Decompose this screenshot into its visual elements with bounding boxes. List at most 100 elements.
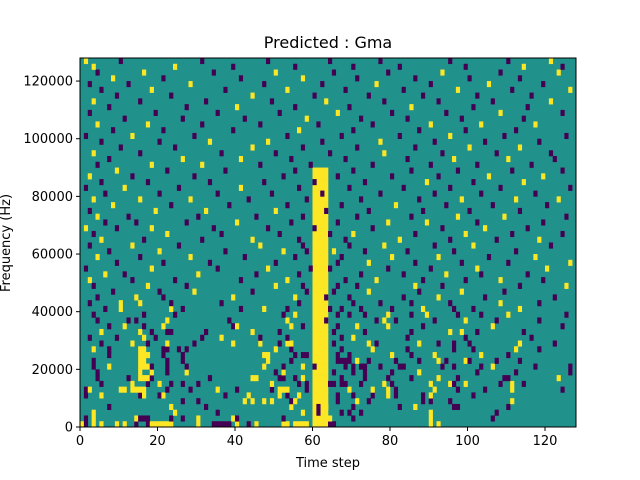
heatmap-cell bbox=[130, 132, 135, 140]
heatmap-cell bbox=[436, 254, 441, 261]
heatmap-cell bbox=[541, 277, 546, 284]
heatmap-cell bbox=[231, 63, 236, 70]
heatmap-cell bbox=[312, 173, 317, 180]
heatmap-cell bbox=[316, 421, 321, 428]
heatmap-cell bbox=[463, 277, 468, 284]
heatmap-cell bbox=[142, 69, 147, 76]
heatmap-cell bbox=[409, 352, 414, 359]
heatmap-cell bbox=[312, 409, 317, 416]
heatmap-cell bbox=[196, 213, 201, 220]
heatmap-cell bbox=[324, 213, 329, 220]
heatmap-cell bbox=[99, 380, 104, 387]
heatmap-cell bbox=[215, 386, 220, 393]
heatmap-cell bbox=[537, 346, 542, 353]
heatmap-cell bbox=[510, 398, 515, 405]
heatmap-cell bbox=[486, 81, 492, 88]
heatmap-cell bbox=[316, 271, 321, 278]
heatmap-cell bbox=[324, 248, 329, 255]
heatmap-cell bbox=[149, 375, 154, 382]
heatmap-cell bbox=[235, 323, 240, 330]
heatmap-cell bbox=[215, 421, 220, 428]
heatmap-cell bbox=[91, 409, 96, 416]
y-tick-label: 100000 bbox=[23, 132, 73, 147]
heatmap-cell bbox=[114, 259, 120, 266]
heatmap-cell bbox=[312, 352, 317, 359]
heatmap-cell bbox=[300, 409, 306, 416]
heatmap-cell bbox=[107, 156, 112, 163]
heatmap-cell bbox=[219, 300, 224, 307]
heatmap-cell bbox=[297, 380, 302, 387]
heatmap-cell bbox=[374, 340, 379, 347]
heatmap-cell bbox=[258, 161, 263, 168]
heatmap-cell bbox=[382, 380, 387, 387]
heatmap-cell bbox=[448, 236, 453, 243]
heatmap-cell bbox=[351, 300, 356, 307]
heatmap-cell bbox=[149, 363, 154, 370]
heatmap-cell bbox=[459, 259, 464, 266]
heatmap-cell bbox=[312, 213, 317, 220]
heatmap-cell bbox=[324, 259, 329, 266]
heatmap-cell bbox=[281, 421, 286, 428]
heatmap-cell bbox=[510, 86, 515, 93]
heatmap-cell bbox=[413, 75, 418, 82]
heatmap-cell bbox=[475, 328, 480, 336]
heatmap-cell bbox=[149, 328, 154, 336]
heatmap-cell bbox=[386, 392, 391, 399]
heatmap-cell bbox=[169, 328, 174, 336]
heatmap-cell bbox=[347, 311, 352, 318]
heatmap-cell bbox=[157, 138, 162, 145]
heatmap-cell bbox=[335, 282, 340, 289]
heatmap-cell bbox=[320, 380, 325, 387]
heatmap-cell bbox=[486, 173, 492, 180]
heatmap-cell bbox=[324, 282, 329, 289]
heatmap-cell bbox=[192, 132, 197, 140]
heatmap-cell bbox=[324, 369, 329, 376]
x-tick-label: 80 bbox=[382, 434, 399, 449]
heatmap-cell bbox=[118, 305, 123, 312]
heatmap-cell bbox=[107, 323, 112, 330]
plot-frame bbox=[79, 57, 577, 428]
heatmap-cell bbox=[180, 115, 185, 122]
heatmap-cell bbox=[145, 121, 151, 128]
heatmap-cell bbox=[335, 392, 340, 399]
heatmap-cell bbox=[320, 179, 325, 186]
heatmap-cell bbox=[180, 305, 185, 312]
heatmap-cell bbox=[122, 386, 127, 393]
heatmap-cell bbox=[351, 392, 356, 399]
heatmap-cell bbox=[87, 334, 92, 341]
heatmap-cell bbox=[556, 375, 561, 382]
heatmap-cell bbox=[413, 144, 418, 151]
heatmap-cell bbox=[300, 375, 306, 382]
heatmap-cell bbox=[355, 323, 360, 330]
y-tick-label: 0 bbox=[65, 421, 73, 436]
heatmap-cell bbox=[293, 104, 298, 111]
heatmap-cell bbox=[351, 230, 356, 238]
heatmap-cell bbox=[87, 386, 92, 393]
heatmap-cell bbox=[324, 409, 329, 416]
heatmap-cell bbox=[157, 392, 162, 399]
heatmap-cell bbox=[401, 271, 406, 278]
x-tick-label: 40 bbox=[227, 434, 244, 449]
heatmap-cell bbox=[122, 271, 127, 278]
heatmap-cell bbox=[452, 340, 457, 347]
heatmap-cell bbox=[289, 219, 294, 226]
heatmap-cell bbox=[568, 259, 573, 266]
heatmap-cell bbox=[467, 357, 472, 364]
heatmap-cell bbox=[269, 386, 275, 393]
heatmap-cell bbox=[297, 236, 302, 243]
heatmap-cell bbox=[510, 167, 515, 174]
heatmap-cell bbox=[316, 254, 321, 261]
heatmap-cell bbox=[537, 236, 542, 243]
heatmap-cell bbox=[556, 196, 561, 203]
heatmap-cell bbox=[370, 392, 375, 399]
heatmap-cell bbox=[149, 265, 154, 272]
heatmap-cell bbox=[440, 225, 445, 232]
heatmap-cell bbox=[312, 288, 317, 295]
heatmap-cell bbox=[324, 173, 329, 180]
heatmap-cell bbox=[351, 167, 356, 174]
heatmap-cell bbox=[312, 392, 317, 399]
heatmap-cell bbox=[250, 328, 255, 336]
heatmap-cell bbox=[405, 156, 410, 163]
heatmap-cell bbox=[397, 403, 402, 411]
heatmap-cell bbox=[417, 369, 422, 376]
